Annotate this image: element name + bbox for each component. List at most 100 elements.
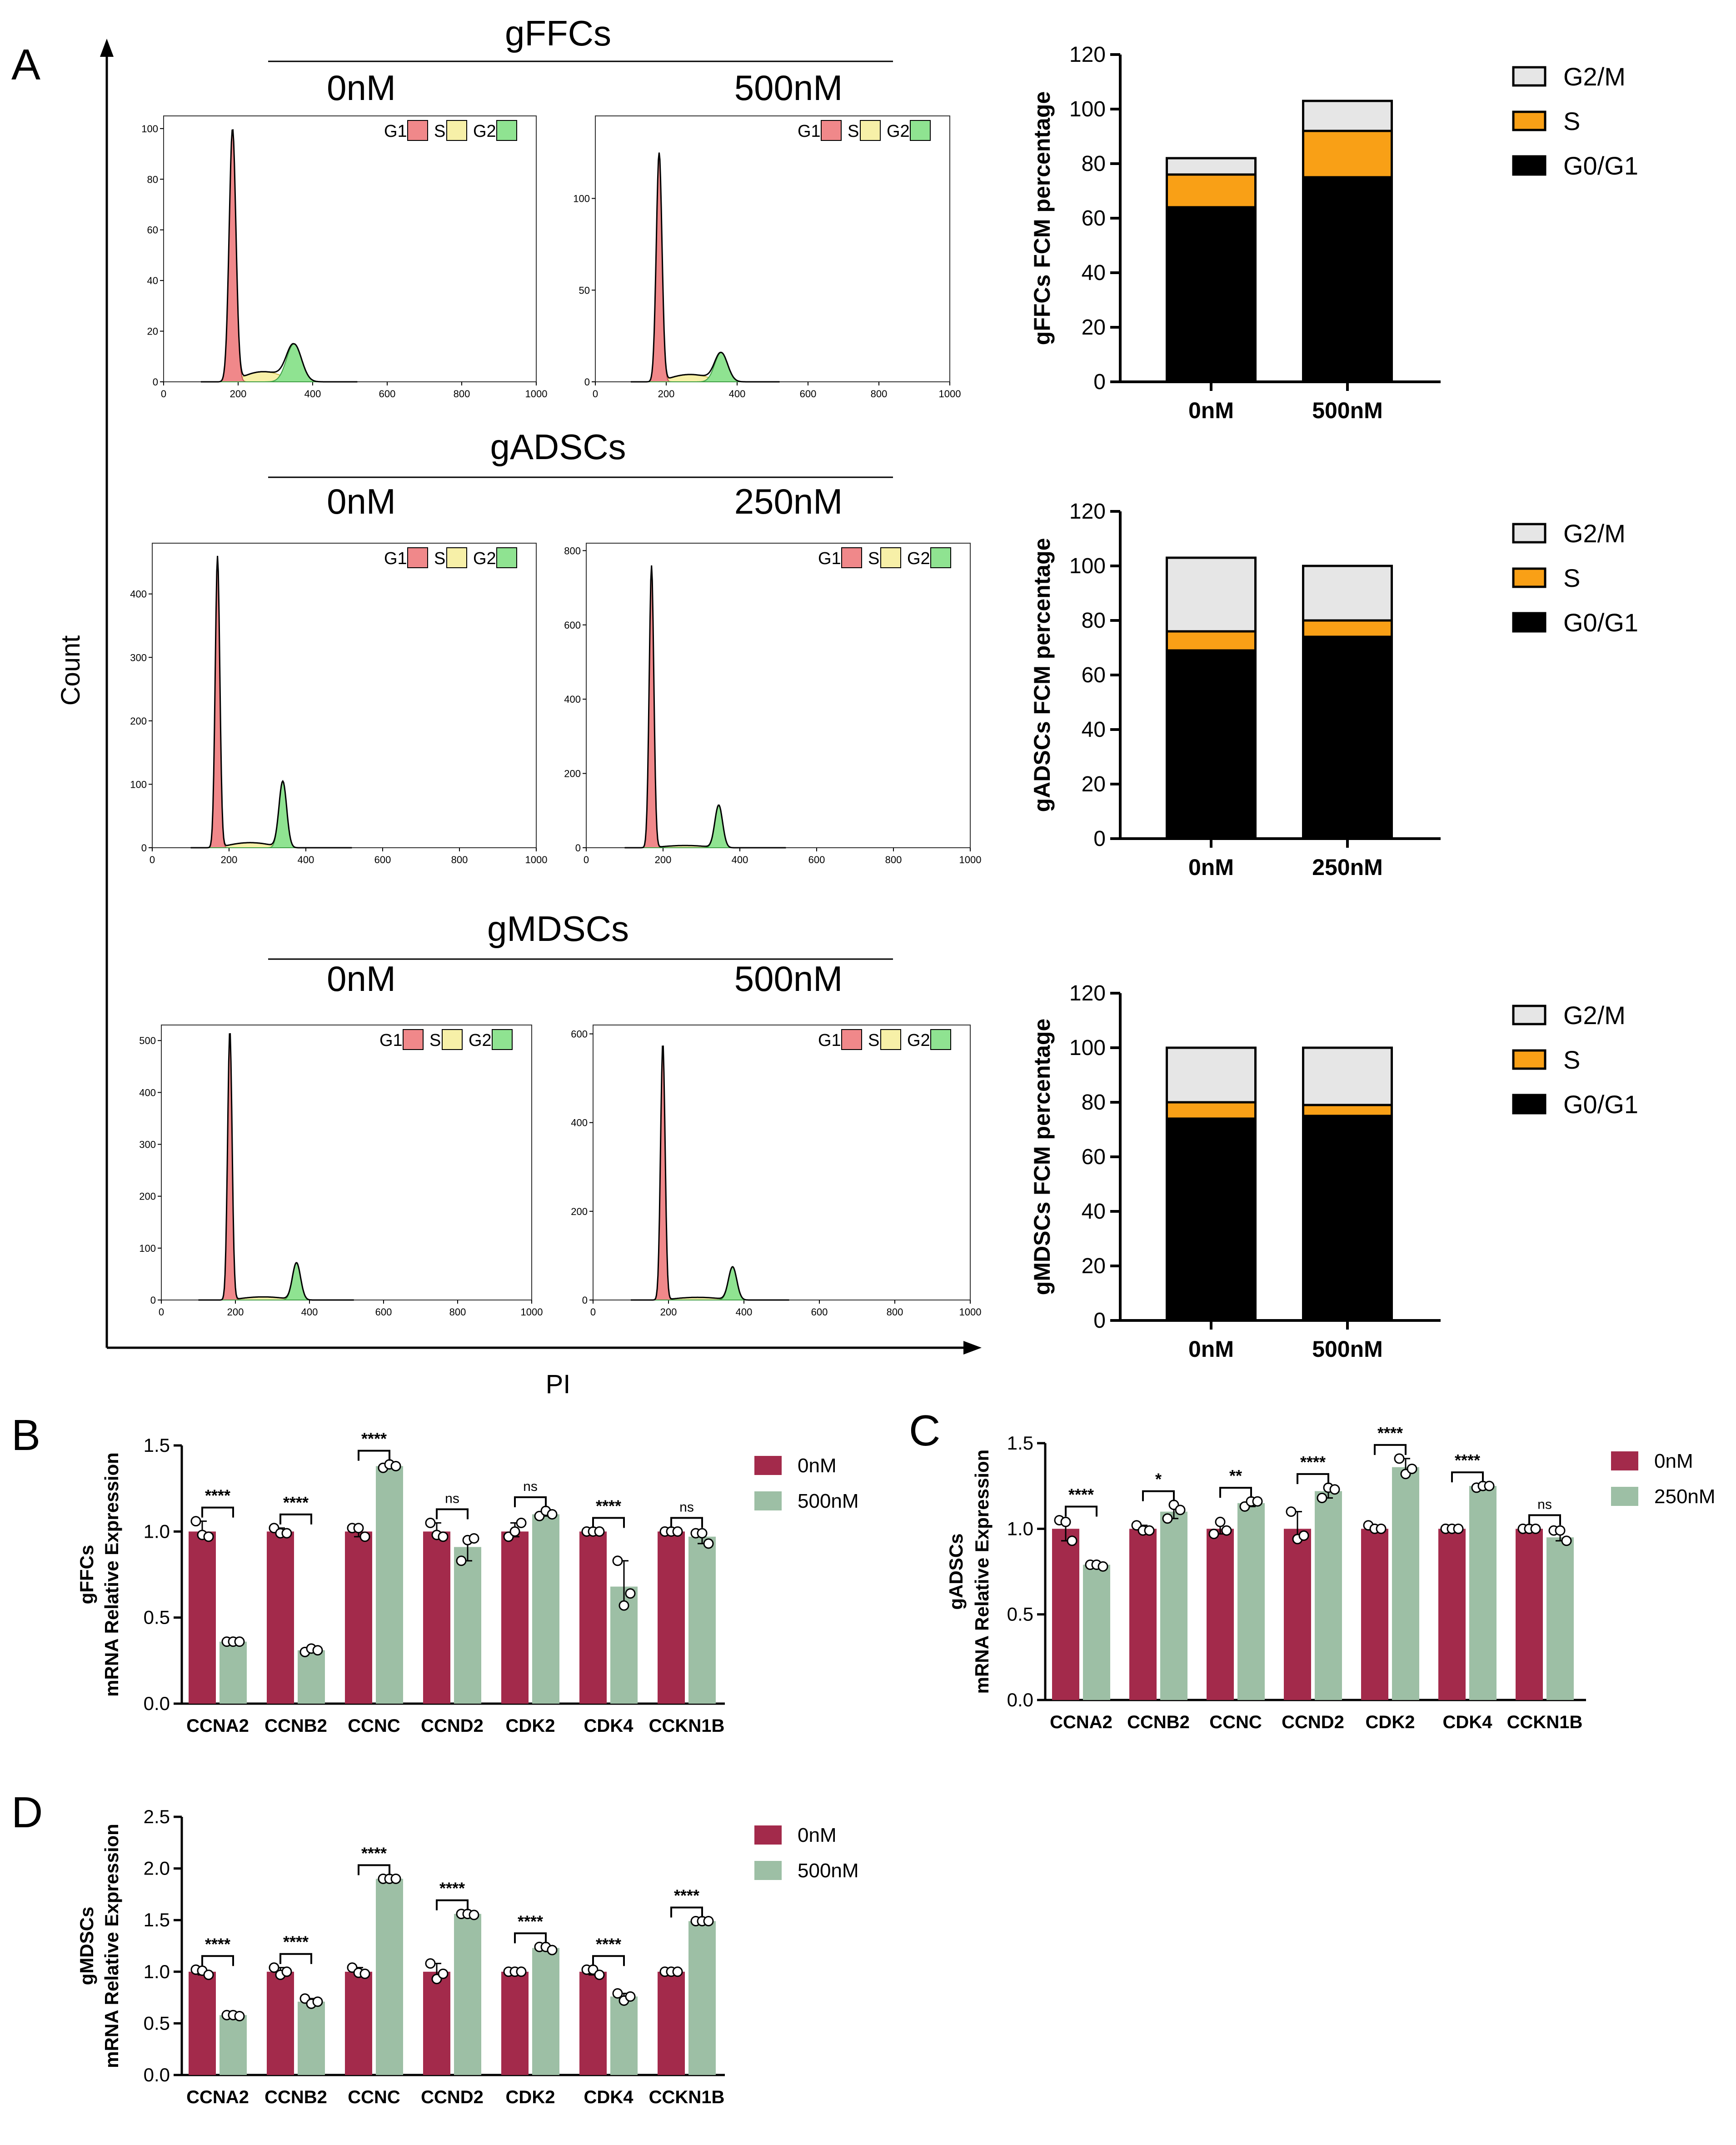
expression-bar <box>1052 1529 1079 1700</box>
y-axis-title: gADSCs <box>945 1533 967 1610</box>
x-category-label: CCNB2 <box>264 2087 327 2107</box>
legend-label: G2 <box>473 122 496 141</box>
expression-bar <box>610 1996 638 2075</box>
stacked-bar-segment <box>1302 1046 1393 1106</box>
legend-label: S <box>868 1031 879 1050</box>
y-tick-label: 0 <box>584 376 590 388</box>
x-category-label: CDK2 <box>1366 1712 1415 1732</box>
x-category-label: CCNA2 <box>186 2087 249 2107</box>
histogram-frame <box>593 1025 971 1300</box>
legend-swatch <box>403 1029 424 1050</box>
x-tick-label: 200 <box>221 854 238 865</box>
x-tick-label: 1000 <box>525 854 548 865</box>
histogram-plot: 0 200 400 600 800 1000 0 200 400 600 800 G1 S G2 <box>564 543 981 865</box>
panel-label-c: C <box>909 1406 940 1455</box>
y-tick-label: 100 <box>1069 1036 1106 1060</box>
y-tick-label: 80 <box>1082 152 1106 176</box>
x-tick-label: 600 <box>374 854 391 865</box>
x-category-label: 0nM <box>1188 855 1234 880</box>
stacked-bar-segment <box>1302 565 1393 622</box>
y-tick-label: 400 <box>564 694 581 705</box>
significance-bracket <box>1297 1473 1329 1484</box>
legend-label: S <box>868 549 879 568</box>
legend-label: G2/M <box>1563 1001 1626 1030</box>
y-tick-label: 120 <box>1069 43 1106 67</box>
significance-bracket <box>279 1953 312 1964</box>
significance-bracket <box>358 1450 390 1461</box>
legend-swatch <box>754 1491 782 1510</box>
expression-bar <box>376 1466 403 1704</box>
stacked-bar-segment <box>1166 649 1257 840</box>
y-tick-label: 400 <box>130 589 147 600</box>
legend-label: G2/M <box>1563 62 1626 91</box>
qpcr-grouped-chart: 0.0 0.5 1.0 1.5 gADSCs mRNA Relative Expressi… <box>945 1424 1716 1732</box>
replicate-point <box>509 1526 520 1537</box>
histogram-plot: 0 200 400 600 800 1000 0 100 200 300 400 G1 S G2 <box>130 543 547 865</box>
significance-label: **** <box>1300 1453 1326 1471</box>
histogram-plot: 0 200 400 600 800 1000 0 100 200 300 400 500 G1 S G2 <box>139 1025 543 1318</box>
significance-bracket <box>592 1955 625 1966</box>
stacked-bar-segment <box>1302 1104 1393 1117</box>
stacked-bar-segment <box>1166 1046 1257 1104</box>
significance-label: **** <box>596 1935 621 1953</box>
legend-swatch <box>496 547 517 568</box>
replicate-point <box>438 1968 449 1979</box>
legend-label: S <box>434 122 445 141</box>
y-tick-label: 2.5 <box>144 1806 170 1827</box>
legend-swatch <box>841 1029 862 1050</box>
replicate-point <box>469 1910 479 1920</box>
replicate-point <box>594 1970 605 1980</box>
expression-bar <box>1083 1565 1110 1700</box>
x-tick-label: 800 <box>885 854 902 865</box>
x-tick-label: 800 <box>451 854 468 865</box>
replicate-point <box>625 1588 636 1599</box>
expression-bar <box>454 1547 481 1704</box>
significance-bracket <box>592 1517 625 1528</box>
replicate-point <box>1376 1523 1387 1534</box>
x-tick-label: 600 <box>811 1306 828 1318</box>
x-category-label: CCNA2 <box>186 1716 249 1736</box>
replicate-point <box>1286 1506 1297 1517</box>
significance-label: **** <box>361 1430 387 1448</box>
y-tick-label: 0 <box>1093 1309 1106 1333</box>
significance-label: ns <box>523 1479 538 1494</box>
legend-swatch <box>841 547 862 568</box>
y-tick-label: 0.0 <box>1007 1689 1033 1710</box>
expression-bar <box>376 1879 403 2075</box>
significance-bracket <box>436 1508 469 1520</box>
stacked-bar-segment <box>1166 157 1257 176</box>
stacked-bar-segment <box>1166 1117 1257 1322</box>
y-tick-label: 200 <box>564 768 581 780</box>
replicate-point <box>234 2010 245 2021</box>
y-tick-label: 100 <box>141 123 158 135</box>
condition-label: 0nM <box>327 481 396 521</box>
x-tick-label: 200 <box>230 388 247 400</box>
legend-label: S <box>1563 107 1580 135</box>
x-category-label: 0nM <box>1188 1336 1234 1362</box>
legend-label: G2 <box>887 122 910 141</box>
legend-swatch <box>1512 66 1546 87</box>
legend-swatch <box>754 1861 782 1880</box>
legend-swatch <box>1512 155 1546 176</box>
expression-bar <box>1438 1529 1466 1700</box>
x-category-label: CDK4 <box>1443 1712 1493 1732</box>
x-category-label: CCNB2 <box>264 1716 327 1736</box>
x-tick-label: 1000 <box>525 388 548 400</box>
fcm-stacked-chart: 0 20 40 60 80 100 120 gFFCs FCM percentage 0nM 50… <box>1029 43 1638 423</box>
expression-bar <box>219 1641 247 1704</box>
y-tick-label: 400 <box>571 1117 588 1129</box>
legend-label: G2/M <box>1563 519 1626 548</box>
significance-label: **** <box>1068 1485 1094 1504</box>
stacked-bar-segment <box>1166 630 1257 652</box>
g1-peak-area <box>201 130 358 382</box>
expression-bar <box>1237 1503 1265 1700</box>
replicate-point <box>1298 1530 1309 1541</box>
replicate-point <box>1394 1453 1405 1464</box>
condition-label: 500nM <box>734 68 843 108</box>
x-category-label: CCND2 <box>421 1716 484 1736</box>
x-tick-label: 0 <box>150 854 155 865</box>
legend-swatch <box>442 1029 463 1050</box>
legend-label: S <box>1563 1045 1580 1074</box>
